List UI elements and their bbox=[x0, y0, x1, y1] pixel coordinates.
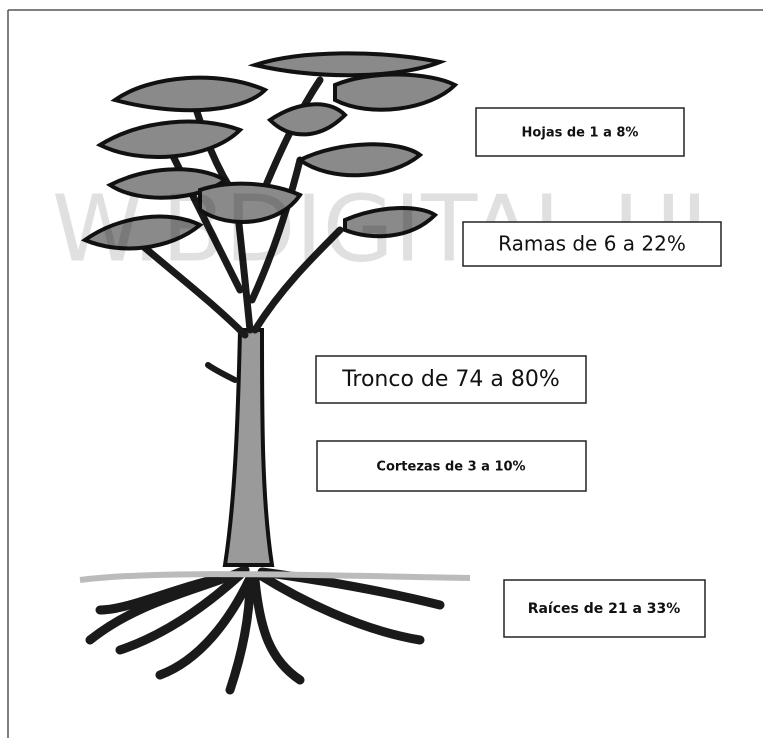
twig bbox=[205, 362, 238, 383]
tree bbox=[79, 51, 471, 695]
trunk-drawing bbox=[222, 328, 275, 567]
label-roots: Raíces de 21 a 33% bbox=[528, 601, 681, 617]
label-box bbox=[503, 579, 706, 638]
label-bark: Cortezas de 3 a 10% bbox=[376, 460, 525, 475]
label-box bbox=[316, 440, 587, 492]
label-box bbox=[475, 107, 685, 157]
ground bbox=[79, 571, 471, 583]
roots-drawing bbox=[85, 565, 445, 695]
label-box bbox=[462, 221, 722, 267]
foliage bbox=[80, 51, 459, 251]
label-box bbox=[315, 355, 587, 404]
label-leaves: Hojas de 1 a 8% bbox=[522, 126, 639, 141]
label-branches: Ramas de 6 a 22% bbox=[498, 232, 686, 256]
label-trunk: Tronco de 74 a 80% bbox=[341, 367, 560, 392]
